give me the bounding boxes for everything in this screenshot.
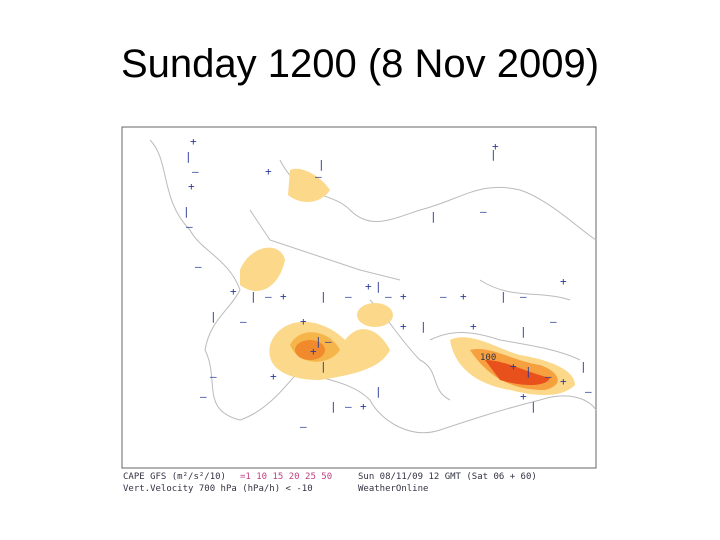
velocity-symbol: + xyxy=(270,370,277,383)
velocity-symbol: – xyxy=(550,315,557,328)
caption: Vert.Velocity 700 hPa (hPa/h) < -10 xyxy=(123,484,313,494)
velocity-symbol: + xyxy=(460,290,467,303)
map-frame xyxy=(121,126,597,469)
velocity-symbol: + xyxy=(310,345,317,358)
coastlines xyxy=(149,139,597,434)
velocity-symbol: + xyxy=(560,275,567,288)
velocity-symbol: | xyxy=(320,290,327,303)
velocity-symbol: + xyxy=(360,400,367,413)
velocity-symbol: + xyxy=(188,180,195,193)
caption: CAPE GFS (m²/s²/10) xyxy=(123,472,226,482)
velocity-symbol: + xyxy=(400,290,407,303)
velocity-symbol: – xyxy=(520,290,527,303)
velocity-symbol: | xyxy=(530,400,537,413)
velocity-symbol: | xyxy=(375,280,382,293)
velocity-symbol: + xyxy=(510,360,517,373)
velocity-symbol: – xyxy=(345,290,352,303)
velocity-symbol: + xyxy=(190,135,197,148)
velocity-symbol: | xyxy=(318,158,325,171)
velocity-symbol: | xyxy=(430,210,437,223)
velocity-symbol: – xyxy=(186,220,193,233)
velocity-symbol: + xyxy=(400,320,407,333)
velocity-symbol: – xyxy=(192,165,199,178)
velocity-symbol: + xyxy=(365,280,372,293)
velocity-symbol: – xyxy=(325,335,332,348)
caption-scale: =1 10 15 20 25 50 xyxy=(240,472,332,482)
velocity-symbol: + xyxy=(230,285,237,298)
velocity-symbol: | xyxy=(520,325,527,338)
velocity-symbol: | xyxy=(420,320,427,333)
velocity-symbol: + xyxy=(280,290,287,303)
velocity-symbol: | xyxy=(580,360,587,373)
velocity-symbol: – xyxy=(240,315,247,328)
velocity-symbol: + xyxy=(560,375,567,388)
velocity-symbol: | xyxy=(330,400,337,413)
velocity-symbol: + xyxy=(520,390,527,403)
velocity-symbol: – xyxy=(200,390,207,403)
velocity-symbol: + xyxy=(265,165,272,178)
velocity-symbol: – xyxy=(345,400,352,413)
velocity-symbol: + xyxy=(470,320,477,333)
velocity-symbol: – xyxy=(300,420,307,433)
velocity-symbol: | xyxy=(250,290,257,303)
velocity-symbol: | xyxy=(490,148,497,161)
velocity-symbol: – xyxy=(440,290,447,303)
velocity-symbol: + xyxy=(492,140,499,153)
velocity-symbol: | xyxy=(500,290,507,303)
velocity-symbol: | xyxy=(315,335,322,348)
velocity-symbol: | xyxy=(525,365,532,378)
velocity-symbol: | xyxy=(183,205,190,218)
velocity-symbol: – xyxy=(385,290,392,303)
velocity-symbol: – xyxy=(210,370,217,383)
caption: Sun 08/11/09 12 GMT (Sat 06 + 60) xyxy=(358,472,537,482)
cape-field xyxy=(240,168,575,395)
velocity-symbols: +|–+|–+|–+|–+ | – + | –+ |– +| – +| –+|– +| – +|–+ |– +… xyxy=(183,135,592,433)
velocity-symbol: – xyxy=(480,205,487,218)
velocity-symbol: – xyxy=(545,370,552,383)
velocity-symbol: – xyxy=(265,290,272,303)
velocity-symbol: + xyxy=(300,315,307,328)
slide-title: Sunday 1200 (8 Nov 2009) xyxy=(120,42,600,86)
velocity-symbol: | xyxy=(185,150,192,163)
velocity-symbol: | xyxy=(210,310,217,323)
caption: WeatherOnline xyxy=(358,484,428,494)
velocity-symbol: | xyxy=(320,360,327,373)
velocity-symbol: – xyxy=(315,170,322,183)
velocity-symbol: – xyxy=(585,385,592,398)
velocity-symbol: | xyxy=(375,385,382,398)
velocity-symbol: – xyxy=(195,260,202,273)
map-label: 100 xyxy=(480,353,496,363)
